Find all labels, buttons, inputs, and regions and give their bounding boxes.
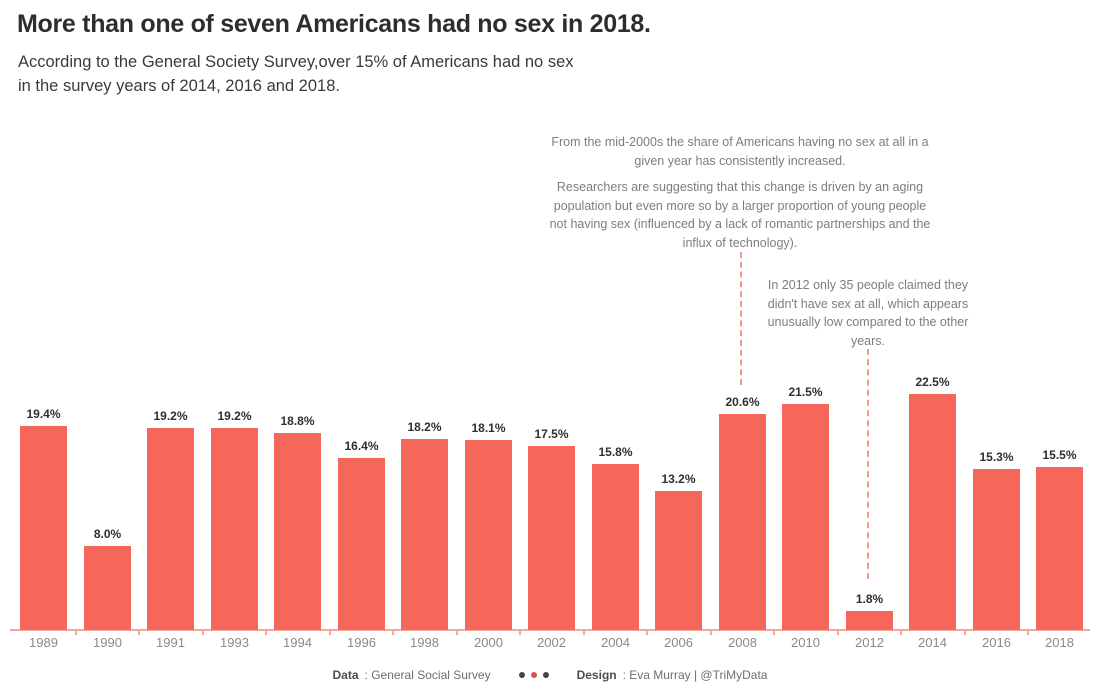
- x-axis-tick: [202, 631, 204, 635]
- bar-1989: [20, 426, 67, 630]
- x-axis-tick: [773, 631, 775, 635]
- bar-value-label-2002: 17.5%: [534, 427, 569, 441]
- annotation-researchers: Researchers are suggesting that this cha…: [549, 180, 931, 250]
- x-axis-tick: [583, 631, 585, 635]
- x-axis-label-2004: 2004: [601, 635, 630, 650]
- separator-dot-icon: [518, 672, 525, 678]
- x-axis-tick: [456, 631, 458, 635]
- bar-2002: [528, 446, 575, 630]
- bar-1996: [338, 458, 385, 630]
- separator-dot-icon: [542, 672, 549, 678]
- bar-value-label-2008: 20.6%: [725, 395, 760, 409]
- bar-1991: [147, 428, 194, 630]
- x-axis-label-1996: 1996: [347, 635, 376, 650]
- x-axis-label-2010: 2010: [791, 635, 820, 650]
- x-axis-tick: [1027, 631, 1029, 635]
- x-axis-label-1991: 1991: [156, 635, 185, 650]
- x-axis-label-1993: 1993: [220, 635, 249, 650]
- x-axis-tick: [519, 631, 521, 635]
- x-axis-label-2012: 2012: [855, 635, 884, 650]
- separator-dot-icon: [530, 672, 537, 678]
- bar-value-label-2010: 21.5%: [788, 385, 823, 399]
- bar-value-label-1996: 16.4%: [344, 439, 379, 453]
- x-axis-label-2016: 2016: [982, 635, 1011, 650]
- x-axis-label-2006: 2006: [664, 635, 693, 650]
- callout-dashed-line-2008: [740, 252, 742, 385]
- x-axis-tick: [329, 631, 331, 635]
- footer-design-value: : Eva Murray | @TriMyData: [622, 668, 768, 682]
- page-title: More than one of seven Americans had no …: [17, 10, 651, 38]
- bar-2012: [846, 611, 893, 630]
- bar-2000: [465, 440, 512, 630]
- bar-1990: [84, 546, 131, 630]
- bar-2010: [782, 404, 829, 630]
- bar-value-label-1994: 18.8%: [280, 414, 315, 428]
- bar-value-label-2018: 15.5%: [1042, 448, 1077, 462]
- x-axis-tick: [964, 631, 966, 635]
- footer-separator-dots: [518, 672, 549, 678]
- bar-value-label-1993: 19.2%: [217, 409, 252, 423]
- bar-2006: [655, 491, 702, 630]
- x-axis-label-1998: 1998: [410, 635, 439, 650]
- annotation-mid2000s: From the mid-2000s the share of American…: [551, 135, 929, 168]
- bar-2008: [719, 414, 766, 630]
- x-axis-label-2014: 2014: [918, 635, 947, 650]
- bar-value-label-2000: 18.1%: [471, 421, 506, 435]
- bar-2016: [973, 469, 1020, 630]
- bar-value-label-2004: 15.8%: [598, 445, 633, 459]
- x-axis-tick: [265, 631, 267, 635]
- bar-value-label-2006: 13.2%: [661, 472, 696, 486]
- bar-value-label-2016: 15.3%: [979, 450, 1014, 464]
- annotation-2012-outlier: In 2012 only 35 people claimed they didn…: [767, 278, 969, 348]
- x-axis-tick: [900, 631, 902, 635]
- subtitle-line-2: in the survey years of 2014, 2016 and 20…: [18, 77, 340, 95]
- x-axis-label-2002: 2002: [537, 635, 566, 650]
- bar-value-label-2014: 22.5%: [915, 375, 950, 389]
- x-axis-label-1990: 1990: [93, 635, 122, 650]
- footer-data-label: Data: [332, 668, 359, 682]
- x-axis-label-1994: 1994: [283, 635, 312, 650]
- bar-2018: [1036, 467, 1083, 630]
- bar-value-label-1998: 18.2%: [407, 420, 442, 434]
- x-axis-tick: [710, 631, 712, 635]
- footer-design-label: Design: [576, 668, 617, 682]
- x-axis-tick: [837, 631, 839, 635]
- x-axis-label-1989: 1989: [29, 635, 58, 650]
- x-axis-label-2000: 2000: [474, 635, 503, 650]
- bar-1994: [274, 433, 321, 630]
- bar-value-label-1991: 19.2%: [153, 409, 188, 423]
- x-axis-tick: [75, 631, 77, 635]
- x-axis-tick: [646, 631, 648, 635]
- bar-1993: [211, 428, 258, 630]
- footer-credits: Data : General Social Survey Design : Eva …: [0, 666, 1100, 684]
- x-axis-line: [10, 629, 1090, 631]
- callout-dashed-line-2012: [867, 349, 869, 579]
- page-subtitle: According to the General Society Survey,…: [18, 50, 698, 98]
- bar-1998: [401, 439, 448, 630]
- x-axis-label-2018: 2018: [1045, 635, 1074, 650]
- x-axis-label-2008: 2008: [728, 635, 757, 650]
- x-axis-tick: [138, 631, 140, 635]
- x-axis-tick: [392, 631, 394, 635]
- bar-value-label-1989: 19.4%: [26, 407, 61, 421]
- bar-2004: [592, 464, 639, 630]
- bar-2014: [909, 394, 956, 630]
- subtitle-line-1: According to the General Society Survey,…: [18, 53, 574, 71]
- bar-value-label-2012: 1.8%: [855, 592, 884, 606]
- footer-data-value: : General Social Survey: [364, 668, 491, 682]
- bar-value-label-1990: 8.0%: [93, 527, 122, 541]
